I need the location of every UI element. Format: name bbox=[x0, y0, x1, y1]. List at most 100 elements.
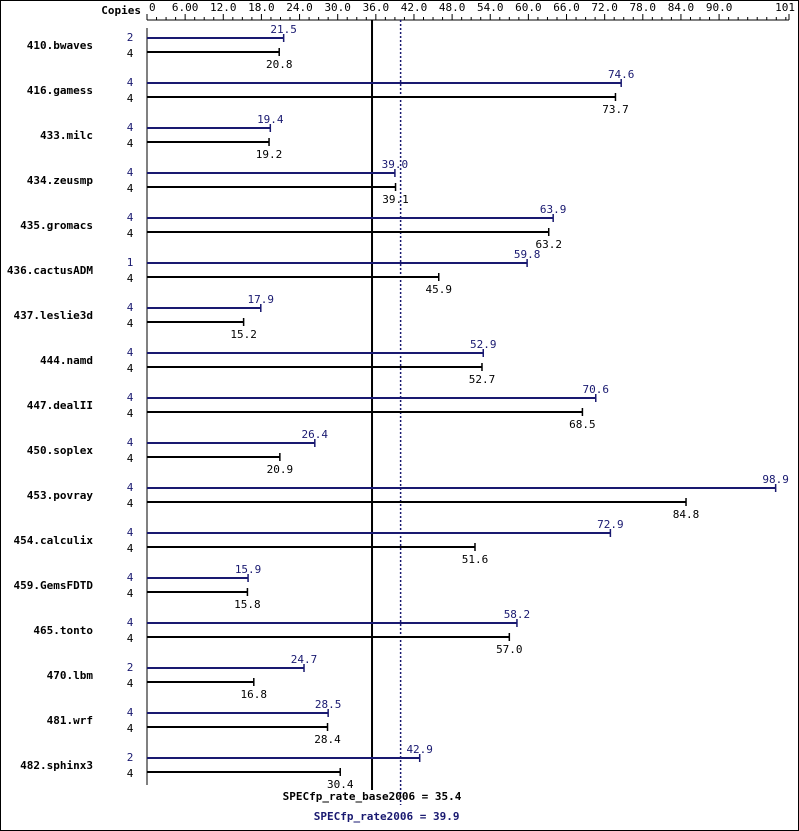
benchmark-label: 437.leslie3d bbox=[14, 309, 93, 322]
benchmark-label: 444.namd bbox=[40, 354, 93, 367]
base-copies-label: 4 bbox=[127, 182, 134, 195]
base-value-label: 19.2 bbox=[256, 148, 283, 161]
base-copies-label: 4 bbox=[127, 767, 134, 780]
peak-value-label: 39.0 bbox=[382, 158, 409, 171]
x-tick-label: 90.0 bbox=[706, 1, 733, 14]
peak-copies-label: 4 bbox=[127, 211, 134, 224]
benchmark-label: 465.tonto bbox=[33, 624, 93, 637]
base-value-label: 52.7 bbox=[469, 373, 496, 386]
benchmark-row: 459.GemsFDTD 4 4 15.9 15.8 bbox=[14, 563, 262, 611]
benchmark-row: 434.zeusmp 4 4 39.0 39.1 bbox=[27, 158, 409, 206]
benchmark-label: 450.soplex bbox=[27, 444, 94, 457]
peak-copies-label: 4 bbox=[127, 436, 134, 449]
x-tick-label: 101 bbox=[775, 1, 795, 14]
x-tick-label: 0 bbox=[149, 1, 156, 14]
x-tick-label: 66.0 bbox=[553, 1, 580, 14]
base-copies-label: 4 bbox=[127, 632, 134, 645]
base-copies-label: 4 bbox=[127, 587, 134, 600]
peak-mean-label: SPECfp_rate2006 = 39.9 bbox=[314, 810, 460, 823]
benchmark-row: 433.milc 4 4 19.4 19.2 bbox=[40, 113, 284, 161]
benchmark-row: 454.calculix 4 4 72.9 51.6 bbox=[14, 518, 624, 566]
peak-copies-label: 2 bbox=[127, 31, 134, 44]
peak-copies-label: 4 bbox=[127, 76, 134, 89]
base-value-label: 84.8 bbox=[673, 508, 700, 521]
peak-copies-label: 4 bbox=[127, 166, 134, 179]
base-copies-label: 4 bbox=[127, 407, 134, 420]
peak-value-label: 98.9 bbox=[762, 473, 789, 486]
benchmark-label: 447.dealII bbox=[27, 399, 93, 412]
peak-value-label: 59.8 bbox=[514, 248, 541, 261]
x-tick-label: 30.0 bbox=[324, 1, 351, 14]
x-tick-label: 12.0 bbox=[210, 1, 237, 14]
peak-copies-label: 4 bbox=[127, 481, 134, 494]
x-tick-label: 6.00 bbox=[172, 1, 199, 14]
peak-value-label: 21.5 bbox=[270, 23, 297, 36]
base-copies-label: 4 bbox=[127, 722, 134, 735]
x-tick-label: 54.0 bbox=[477, 1, 504, 14]
peak-copies-label: 1 bbox=[127, 256, 134, 269]
base-copies-label: 4 bbox=[127, 452, 134, 465]
base-value-label: 30.4 bbox=[327, 778, 354, 791]
x-tick-label: 18.0 bbox=[248, 1, 275, 14]
peak-copies-label: 4 bbox=[127, 391, 134, 404]
base-value-label: 15.8 bbox=[234, 598, 261, 611]
base-copies-label: 4 bbox=[127, 272, 134, 285]
peak-value-label: 19.4 bbox=[257, 113, 284, 126]
peak-copies-label: 4 bbox=[127, 706, 134, 719]
peak-value-label: 63.9 bbox=[540, 203, 567, 216]
base-value-label: 63.2 bbox=[535, 238, 562, 251]
benchmark-label: 416.gamess bbox=[27, 84, 93, 97]
base-copies-label: 4 bbox=[127, 497, 134, 510]
base-mean-label: SPECfp_rate_base2006 = 35.4 bbox=[283, 790, 462, 803]
benchmark-row: 436.cactusADM 1 4 59.8 45.9 bbox=[7, 248, 540, 296]
x-tick-label: 24.0 bbox=[286, 1, 313, 14]
peak-copies-label: 4 bbox=[127, 571, 134, 584]
peak-copies-label: 4 bbox=[127, 121, 134, 134]
benchmark-row: 450.soplex 4 4 26.4 20.9 bbox=[27, 428, 329, 476]
x-tick-label: 84.0 bbox=[668, 1, 695, 14]
benchmark-row: 482.sphinx3 2 4 42.9 30.4 bbox=[20, 743, 433, 791]
benchmark-row: 437.leslie3d 4 4 17.9 15.2 bbox=[14, 293, 275, 341]
base-value-label: 73.7 bbox=[602, 103, 629, 116]
base-value-label: 51.6 bbox=[462, 553, 489, 566]
peak-value-label: 74.6 bbox=[608, 68, 635, 81]
benchmark-label: 459.GemsFDTD bbox=[14, 579, 94, 592]
base-copies-label: 4 bbox=[127, 137, 134, 150]
base-copies-label: 4 bbox=[127, 362, 134, 375]
base-value-label: 20.8 bbox=[266, 58, 293, 71]
peak-value-label: 28.5 bbox=[315, 698, 342, 711]
benchmark-label: 433.milc bbox=[40, 129, 93, 142]
base-value-label: 16.8 bbox=[241, 688, 268, 701]
peak-value-label: 17.9 bbox=[248, 293, 275, 306]
benchmark-label: 453.povray bbox=[27, 489, 94, 502]
peak-value-label: 26.4 bbox=[302, 428, 329, 441]
base-copies-label: 4 bbox=[127, 227, 134, 240]
base-value-label: 20.9 bbox=[267, 463, 294, 476]
peak-copies-label: 4 bbox=[127, 301, 134, 314]
peak-value-label: 70.6 bbox=[583, 383, 610, 396]
benchmark-row: 410.bwaves 2 4 21.5 20.8 bbox=[27, 23, 297, 71]
benchmark-row: 444.namd 4 4 52.9 52.7 bbox=[40, 338, 496, 386]
base-value-label: 45.9 bbox=[426, 283, 453, 296]
benchmark-row: 470.lbm 2 4 24.7 16.8 bbox=[47, 653, 318, 701]
benchmark-row: 453.povray 4 4 98.9 84.8 bbox=[27, 473, 789, 521]
benchmark-row: 447.dealII 4 4 70.6 68.5 bbox=[27, 383, 609, 431]
x-tick-label: 72.0 bbox=[591, 1, 618, 14]
peak-copies-label: 4 bbox=[127, 616, 134, 629]
peak-copies-label: 4 bbox=[127, 526, 134, 539]
base-value-label: 15.2 bbox=[230, 328, 257, 341]
benchmark-row: 435.gromacs 4 4 63.9 63.2 bbox=[20, 203, 566, 251]
benchmark-row: 465.tonto 4 4 58.2 57.0 bbox=[33, 608, 530, 656]
peak-value-label: 58.2 bbox=[504, 608, 531, 621]
peak-copies-label: 2 bbox=[127, 751, 134, 764]
peak-value-label: 42.9 bbox=[406, 743, 433, 756]
base-value-label: 68.5 bbox=[569, 418, 596, 431]
base-value-label: 39.1 bbox=[382, 193, 409, 206]
x-tick-label: 78.0 bbox=[630, 1, 657, 14]
base-copies-label: 4 bbox=[127, 92, 134, 105]
base-copies-label: 4 bbox=[127, 677, 134, 690]
benchmark-label: 481.wrf bbox=[47, 714, 93, 727]
